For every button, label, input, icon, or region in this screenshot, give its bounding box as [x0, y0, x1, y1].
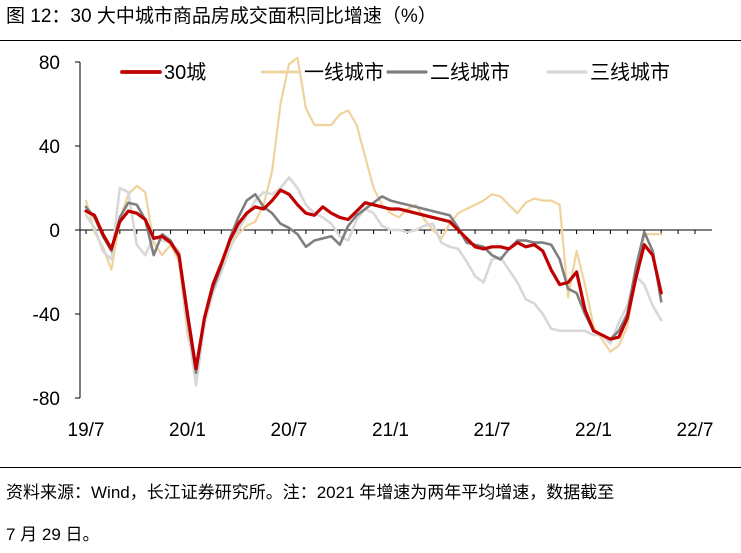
legend-label-1: 30城: [164, 61, 206, 84]
y-tick-label: 80: [39, 53, 60, 74]
series-line-3: [84, 193, 663, 375]
axes: 80 40 0 -40 -80 19/7 20/1 20/7 21/1 21/7 22/1 22/7: [33, 53, 714, 441]
series-line-4: [84, 176, 663, 387]
legend-label-3: 二线城市: [430, 61, 510, 84]
series-group: [84, 56, 663, 387]
y-tick-label: -80: [33, 389, 60, 410]
x-tick-label: 21/7: [474, 420, 511, 441]
x-tick-label: 20/1: [169, 420, 206, 441]
legend: 30城 一线城市 二线城市 三线城市: [120, 61, 670, 84]
series-line-1: [84, 188, 663, 371]
source-note: 资料来源：Wind，长江证券研究所。注：2021 年增速为两年平均增速，数据截至: [6, 483, 615, 502]
source-note-continued: 7 月 29 日。: [6, 525, 100, 544]
figure-title: 图 12：30 大中城市商品房成交面积同比增速（%）: [6, 6, 437, 27]
y-tick-label: -40: [33, 305, 60, 326]
y-tick-label: 0: [49, 221, 60, 242]
legend-label-4: 三线城市: [590, 61, 670, 84]
x-tick-label: 22/7: [677, 420, 714, 441]
x-tick-label: 20/7: [271, 420, 308, 441]
legend-label-2: 一线城市: [304, 61, 384, 84]
y-tick-label: 40: [39, 137, 60, 158]
x-tick-label: 22/1: [575, 420, 612, 441]
bottom-rule: [0, 467, 741, 468]
x-tick-label: 21/1: [372, 420, 409, 441]
top-rule: [0, 40, 741, 41]
x-tick-label: 19/7: [68, 420, 105, 441]
